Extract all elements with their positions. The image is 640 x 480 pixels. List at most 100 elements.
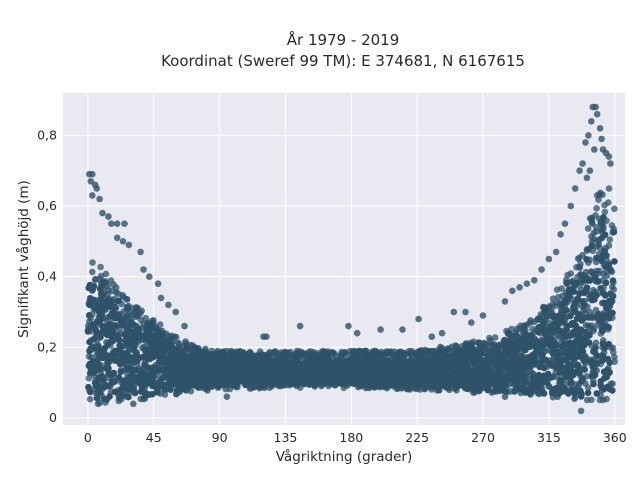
data-point <box>541 372 548 380</box>
data-point <box>315 371 322 379</box>
outlier-point <box>137 248 144 256</box>
outlier-point <box>157 294 165 302</box>
outlier-point <box>593 110 601 118</box>
data-point <box>178 376 185 384</box>
data-point <box>511 388 518 395</box>
data-point <box>601 374 608 382</box>
data-point <box>434 377 441 384</box>
data-point <box>588 242 596 250</box>
data-point <box>129 372 136 380</box>
data-point <box>485 366 493 374</box>
data-point <box>564 367 571 374</box>
data-point <box>583 274 591 282</box>
data-point <box>312 380 319 387</box>
data-point <box>89 360 97 368</box>
data-point <box>431 383 438 390</box>
data-point <box>569 371 577 379</box>
data-point <box>478 349 486 357</box>
data-point <box>542 331 549 338</box>
data-point <box>390 378 398 386</box>
data-point <box>135 325 143 333</box>
outlier-point <box>130 400 137 408</box>
data-point <box>553 384 560 392</box>
data-point <box>261 375 269 383</box>
data-point <box>228 373 236 381</box>
data-point <box>119 291 126 299</box>
data-point <box>110 331 118 339</box>
x-tick-label: 135 <box>274 430 298 445</box>
data-point <box>574 367 581 375</box>
data-point <box>456 355 464 363</box>
data-point <box>590 327 597 335</box>
data-point <box>128 318 135 326</box>
data-point <box>156 321 164 328</box>
outlier-point <box>263 333 270 341</box>
data-point <box>457 361 464 369</box>
data-point <box>424 368 432 376</box>
data-point <box>476 371 483 379</box>
data-point <box>475 378 482 386</box>
data-point <box>593 254 600 262</box>
data-point <box>508 366 515 373</box>
outlier-point <box>588 118 595 125</box>
data-point <box>533 338 540 345</box>
x-tick-label: 180 <box>339 430 363 445</box>
data-point <box>575 331 583 338</box>
data-point <box>584 225 592 232</box>
data-point <box>352 362 360 369</box>
data-points <box>84 103 618 415</box>
data-point <box>398 357 406 365</box>
data-point <box>424 363 432 371</box>
data-point <box>564 361 572 368</box>
data-point <box>609 309 616 317</box>
data-point <box>572 387 580 395</box>
data-point <box>543 379 551 386</box>
data-point <box>177 353 184 360</box>
data-point <box>86 347 93 355</box>
data-point <box>494 351 502 359</box>
data-point <box>611 258 618 265</box>
data-point <box>584 314 592 321</box>
data-point <box>442 365 450 373</box>
x-tick-label: 315 <box>537 430 561 445</box>
data-point <box>598 257 606 265</box>
data-point <box>574 255 582 262</box>
data-point <box>106 303 114 311</box>
data-point <box>104 331 111 339</box>
data-point <box>240 360 247 368</box>
outlier-point <box>121 220 128 227</box>
data-point <box>457 380 465 388</box>
data-point <box>148 325 156 332</box>
data-point <box>132 337 140 345</box>
data-point <box>585 339 593 346</box>
data-point <box>401 363 408 370</box>
data-point <box>94 329 102 337</box>
y-tick-label: 0,8 <box>37 127 57 142</box>
data-point <box>133 352 141 360</box>
data-point <box>362 374 370 381</box>
outlier-point <box>571 185 579 192</box>
data-point <box>599 340 607 347</box>
outlier-point <box>591 146 598 153</box>
data-point <box>414 371 421 378</box>
data-point <box>349 348 356 356</box>
data-point <box>100 395 108 403</box>
data-point <box>462 340 470 348</box>
data-point <box>593 352 600 359</box>
data-point <box>165 362 172 370</box>
data-point <box>611 358 618 366</box>
data-point <box>598 384 605 391</box>
x-tick-label: 225 <box>405 430 429 445</box>
data-point <box>588 358 596 366</box>
data-point <box>274 377 281 385</box>
data-point <box>142 362 149 369</box>
data-point <box>148 380 155 387</box>
data-point <box>153 345 160 353</box>
data-point <box>294 365 302 373</box>
data-point <box>577 285 584 292</box>
data-point <box>564 271 571 279</box>
data-point <box>373 376 381 384</box>
outlier-point <box>585 132 592 139</box>
data-point <box>184 365 192 373</box>
y-axis-ticks: 0 0,2 0,4 0,6 0,8 <box>37 127 57 425</box>
